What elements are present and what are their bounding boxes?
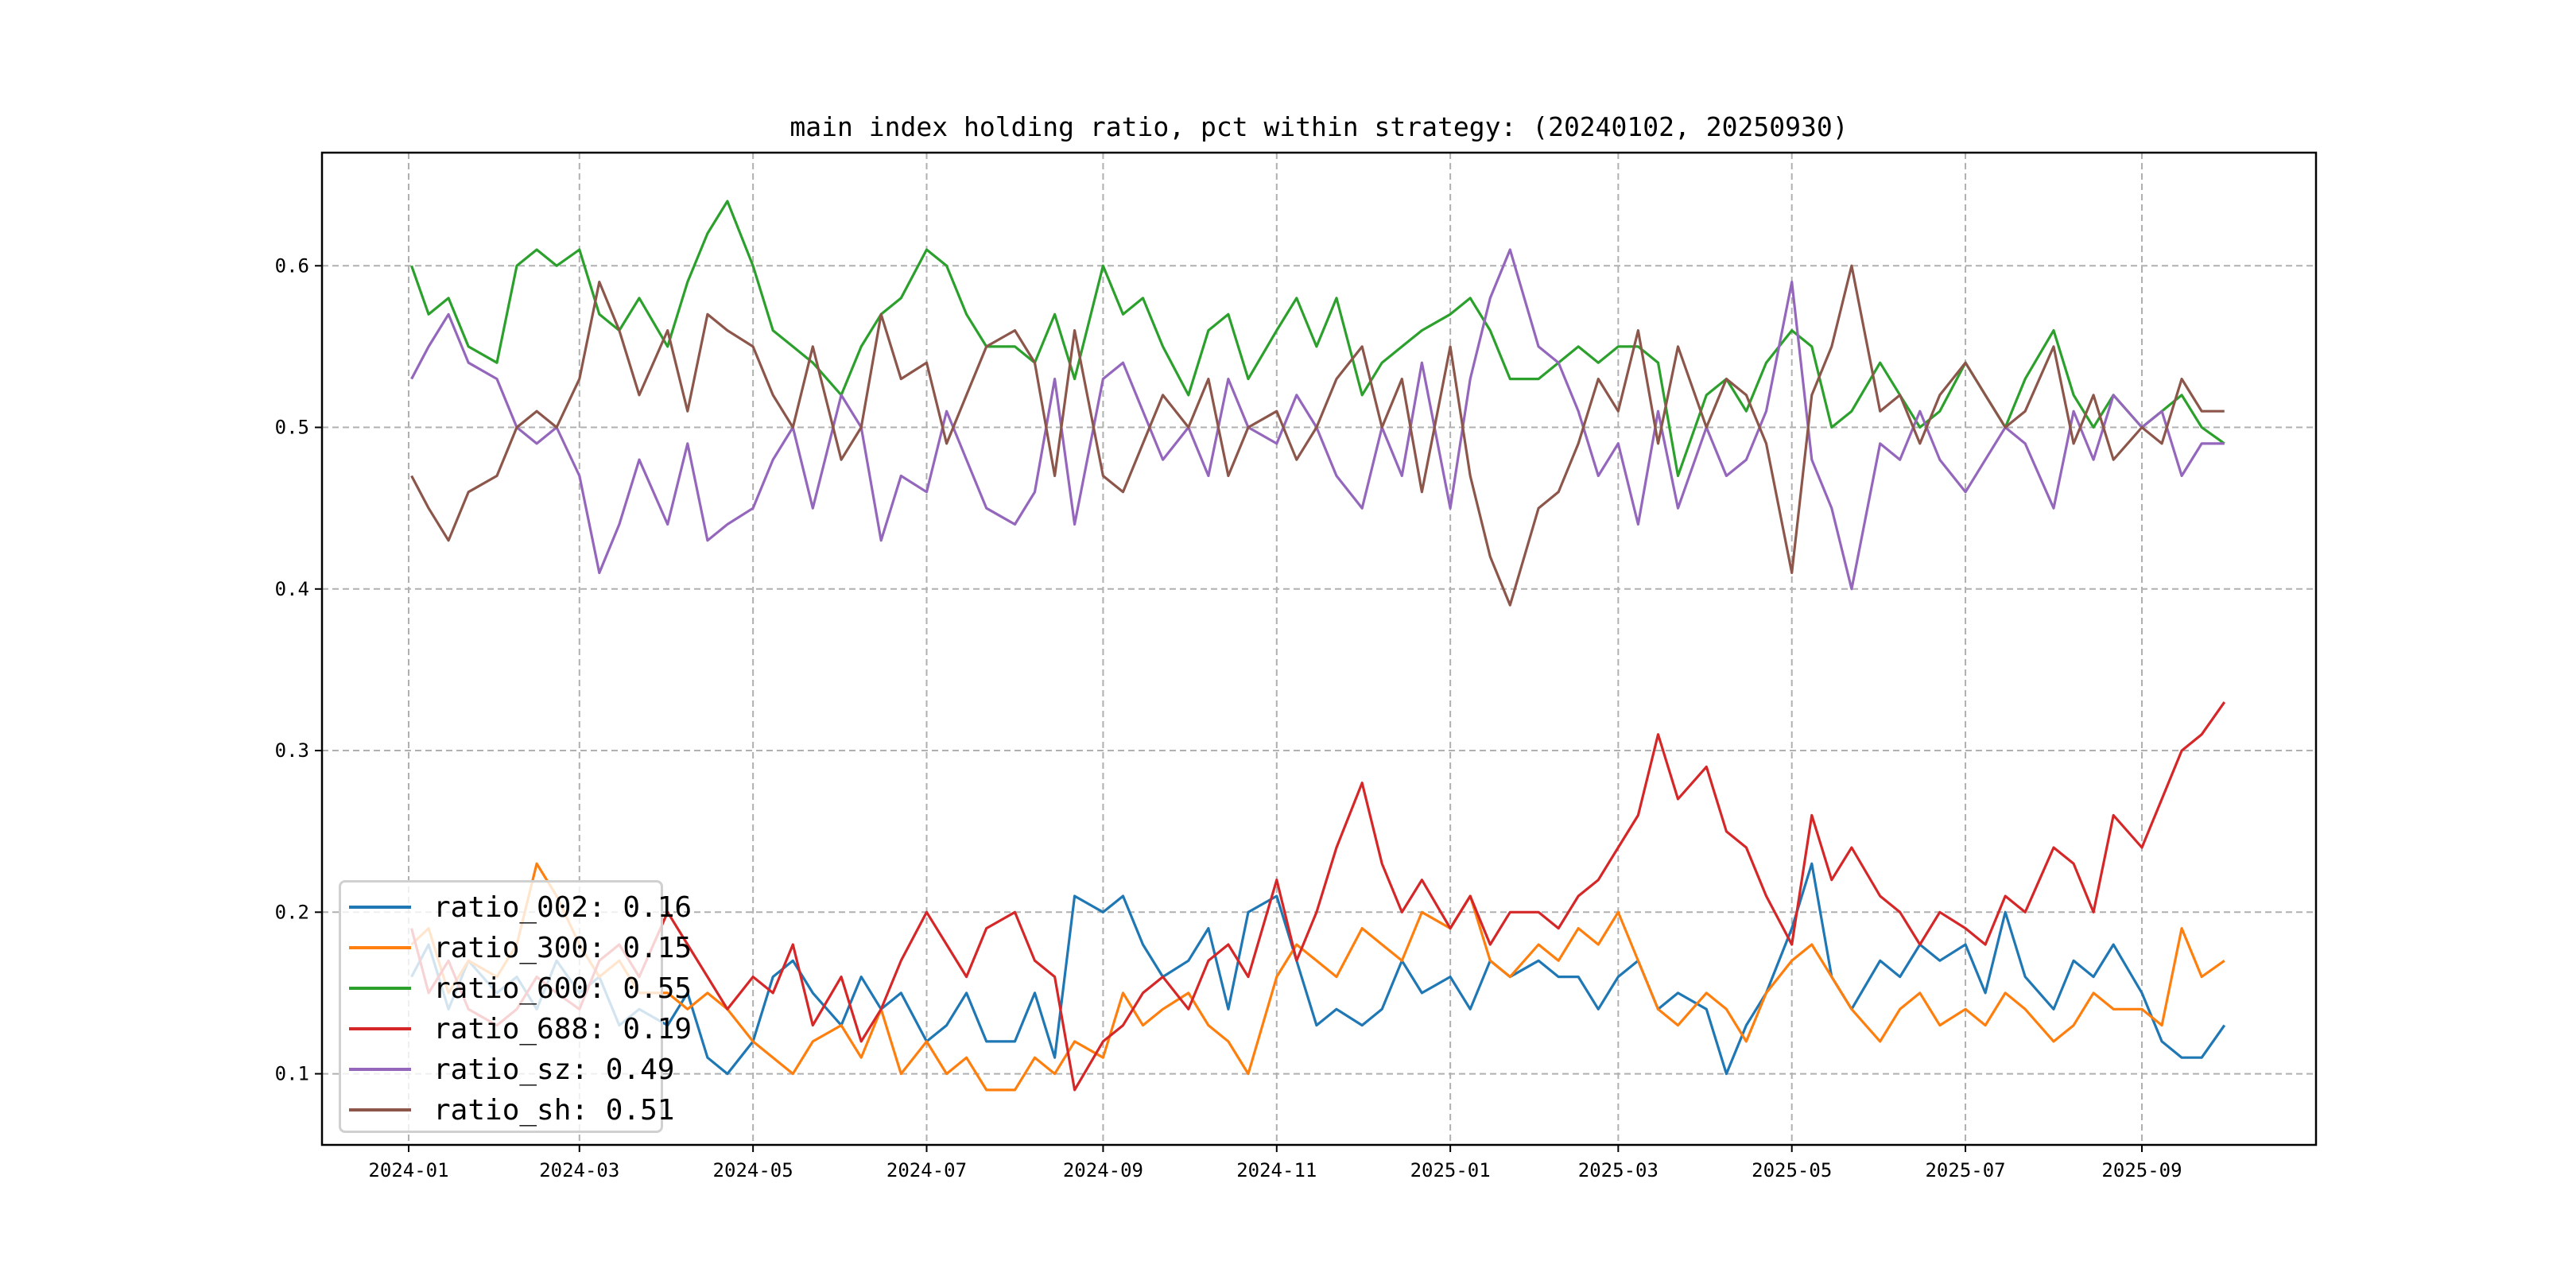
legend-label: ratio_sh: 0.51 bbox=[433, 1093, 675, 1127]
x-tick-label: 2024-11 bbox=[1236, 1159, 1317, 1181]
legend-item-ratio-688: ratio_688: 0.19 bbox=[341, 1009, 692, 1049]
series-line-ratio-sh bbox=[410, 264, 2225, 607]
series-line-ratio-300 bbox=[410, 862, 2225, 1092]
x-tick-label: 2025-01 bbox=[1410, 1159, 1491, 1181]
y-tick-label: 0.2 bbox=[275, 901, 309, 923]
legend: ratio_002: 0.16 ratio_300: 0.15 ratio_600:… bbox=[339, 880, 692, 1133]
legend-item-ratio-300: ratio_300: 0.15 bbox=[341, 928, 692, 968]
legend-swatch bbox=[349, 906, 411, 909]
legend-item-ratio-sh: ratio_sh: 0.51 bbox=[341, 1090, 674, 1130]
legend-swatch bbox=[349, 946, 411, 949]
x-tick-label: 2024-07 bbox=[886, 1159, 967, 1181]
x-tick-label: 2025-03 bbox=[1578, 1159, 1658, 1181]
x-tick-label: 2024-05 bbox=[713, 1159, 793, 1181]
x-tick-label: 2024-03 bbox=[539, 1159, 619, 1181]
series-line-ratio-600 bbox=[410, 200, 2225, 478]
series-lines bbox=[410, 200, 2226, 1092]
legend-swatch bbox=[349, 1068, 411, 1071]
legend-label: ratio_300: 0.15 bbox=[433, 931, 692, 964]
legend-item-ratio-600: ratio_600: 0.55 bbox=[341, 968, 692, 1008]
axis-ticks: 2024-01 2024-03 2024-05 2024-07 2024-09 2024-… bbox=[275, 254, 2182, 1181]
x-tick-label: 2024-01 bbox=[368, 1159, 448, 1181]
legend-swatch bbox=[349, 1108, 411, 1111]
legend-label: ratio_688: 0.19 bbox=[433, 1012, 692, 1046]
plot-frame bbox=[320, 151, 2318, 1146]
x-tick-label: 2025-09 bbox=[2101, 1159, 2182, 1181]
y-tick-label: 0.3 bbox=[275, 739, 309, 762]
y-tick-label: 0.5 bbox=[275, 417, 309, 439]
chart-title: main index holding ratio, pct within str… bbox=[789, 111, 1849, 142]
series-line-ratio-sz bbox=[410, 248, 2225, 591]
y-tick-label: 0.1 bbox=[275, 1063, 309, 1085]
series-line-ratio-688 bbox=[410, 701, 2226, 1092]
x-tick-label: 2025-05 bbox=[1752, 1159, 1832, 1181]
x-tick-label: 2024-09 bbox=[1063, 1159, 1143, 1181]
legend-swatch bbox=[349, 987, 411, 990]
legend-label: ratio_002: 0.16 bbox=[433, 890, 692, 924]
y-tick-label: 0.4 bbox=[275, 578, 309, 600]
x-tick-label: 2025-07 bbox=[1925, 1159, 2005, 1181]
legend-label: ratio_sz: 0.49 bbox=[433, 1053, 675, 1086]
y-tick-label: 0.6 bbox=[275, 254, 309, 277]
legend-label: ratio_600: 0.55 bbox=[433, 972, 692, 1005]
legend-item-ratio-sz: ratio_sz: 0.49 bbox=[341, 1049, 674, 1089]
legend-swatch bbox=[349, 1027, 411, 1030]
legend-item-ratio-002: ratio_002: 0.16 bbox=[341, 887, 692, 927]
